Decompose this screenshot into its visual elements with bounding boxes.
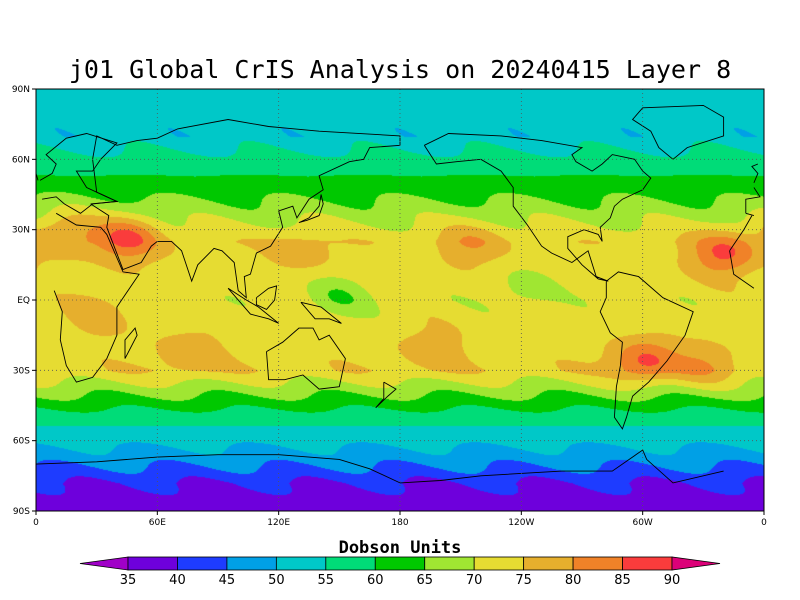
coastline-europe: [745, 212, 755, 217]
coastline-europe: [745, 187, 761, 214]
colorbar-tick-label: 70: [466, 573, 483, 588]
x-tick-label: 60E: [149, 518, 166, 528]
coastline-indonesia: [227, 287, 279, 324]
x-axis: 0 60E 120E 180 120W 60W 0: [33, 511, 767, 528]
colorbar-swatch: [226, 556, 277, 571]
colorbar-tick-label: 35: [120, 573, 137, 588]
chart-title: j01 Global CrIS Analysis on 20240415 Lay…: [69, 55, 731, 84]
colorbar-extend-low: [79, 556, 129, 571]
y-tick-label: 30N: [12, 226, 30, 236]
colorbar-tick-label: 80: [565, 573, 582, 588]
colorbar-tick-label: 60: [367, 573, 384, 588]
colorbar-swatch: [275, 556, 327, 571]
coastline-antarctica: [399, 449, 724, 484]
colorbar-tick-label: 65: [416, 573, 433, 588]
x-tick-label: 120E: [267, 518, 290, 528]
coastline-antarctica: [36, 454, 401, 484]
coastline-europe: [39, 133, 119, 214]
colorbar-swatch: [325, 556, 376, 571]
coastline-australia: [266, 327, 346, 390]
colorbar-label: Dobson Units: [339, 538, 462, 558]
colorbar-swatch: [127, 556, 178, 571]
coastline-nz: [375, 381, 397, 409]
colorbar-swatch: [473, 556, 525, 571]
x-tick-label: 60W: [632, 518, 652, 528]
coastline-madagascar: [124, 327, 138, 359]
colorbar-tick-label: 50: [268, 573, 285, 588]
coastline-newguinea: [300, 301, 342, 324]
x-tick-label: 0: [761, 518, 767, 528]
x-tick-label: 180: [391, 518, 408, 528]
coastlines: [36, 104, 761, 484]
y-tick-label: 60S: [13, 437, 30, 447]
coastline-japan: [298, 194, 324, 224]
map-area: [35, 88, 765, 512]
colorbar-swatch: [177, 556, 228, 571]
coastline-asia: [90, 119, 401, 299]
colorbar-extend-high: [671, 556, 721, 571]
coastline-samerica: [599, 271, 694, 430]
x-tick-label: 120W: [508, 518, 534, 528]
colorbar-tick-label: 40: [169, 573, 186, 588]
colorbar-swatch: [622, 556, 673, 571]
y-axis: 90N 60N 30N EQ 30S 60S 90S: [12, 85, 36, 517]
colorbar-swatch: [523, 556, 574, 571]
y-tick-label: 90N: [12, 85, 30, 95]
colorbar-swatch: [374, 556, 426, 571]
coastline-africa: [729, 250, 755, 289]
colorbar-tick-label: 75: [515, 573, 532, 588]
colorbar-tick-label: 45: [219, 573, 236, 588]
grid-lines: [36, 89, 764, 511]
coastline-greenland: [631, 104, 725, 160]
colorbar-tick-label: 55: [318, 573, 335, 588]
coastline-namerica: [423, 133, 652, 282]
coastline-africa: [729, 215, 753, 252]
coastline-borneo: [255, 285, 278, 310]
colorbar-swatch: [572, 556, 623, 571]
colorbar: 35 40 45 50 55 60 65 70 75 80 85 90: [79, 556, 721, 588]
y-tick-label: 60N: [12, 155, 30, 165]
coastline-africa: [53, 212, 140, 383]
y-tick-label: 90S: [13, 507, 30, 517]
colorbar-tick-label: 85: [614, 573, 631, 588]
x-tick-label: 0: [33, 518, 39, 528]
coastline-uk: [751, 163, 759, 183]
y-tick-label: 30S: [13, 366, 30, 376]
y-tick-label: EQ: [17, 296, 30, 306]
colorbar-swatch: [424, 556, 475, 571]
colorbar-tick-label: 90: [664, 573, 681, 588]
